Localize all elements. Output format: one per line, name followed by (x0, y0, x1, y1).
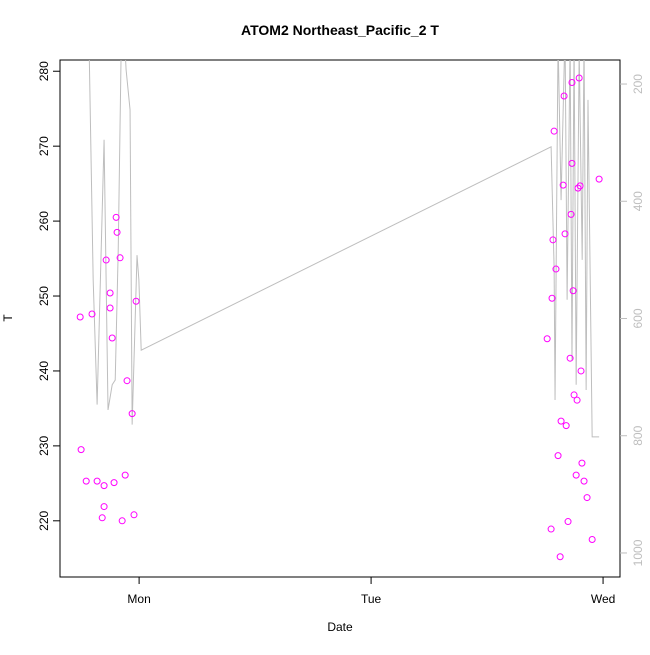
point (574, 184, 582, 192)
point (550, 127, 558, 135)
point (559, 181, 567, 189)
point (121, 471, 129, 479)
y-tick-label: 270 (37, 136, 51, 156)
point (569, 287, 577, 295)
y-tick-label: 250 (37, 286, 51, 306)
point (561, 230, 569, 238)
point (567, 210, 575, 218)
point (93, 477, 101, 485)
line (88, 60, 600, 438)
y2-tick-label: 1000 (631, 539, 645, 566)
y2-tick-label: 800 (631, 425, 645, 445)
point (106, 304, 114, 312)
point (110, 479, 118, 487)
y2-tick-label: 400 (631, 191, 645, 211)
point (576, 182, 584, 190)
point (562, 422, 570, 430)
point (118, 517, 126, 525)
y-tick-label: 280 (37, 61, 51, 81)
point (130, 511, 138, 519)
point (547, 525, 555, 533)
y2-tick-label: 200 (631, 74, 645, 94)
y-tick-label: 260 (37, 211, 51, 231)
point (548, 294, 556, 302)
plot-area (76, 60, 603, 561)
point (566, 354, 574, 362)
point (82, 477, 90, 485)
point (100, 482, 108, 490)
x-tick-label: Tue (361, 592, 382, 606)
point (557, 417, 565, 425)
point (106, 289, 114, 297)
y-axis-label: T (1, 314, 15, 322)
x-tick-label: Wed (591, 592, 615, 606)
point (108, 334, 116, 342)
point (98, 514, 106, 522)
point (583, 494, 591, 502)
point (570, 391, 578, 399)
point (76, 313, 84, 321)
point (123, 377, 131, 385)
x-tick-label: Mon (127, 592, 150, 606)
y-tick-label: 220 (37, 510, 51, 530)
y-tick-label: 240 (37, 361, 51, 381)
point (102, 256, 110, 264)
point (573, 396, 581, 404)
point (564, 518, 572, 526)
point (100, 503, 108, 511)
point (543, 335, 551, 343)
point (595, 175, 603, 183)
point (568, 78, 576, 86)
point (556, 553, 564, 561)
point (575, 74, 583, 82)
chart-title: ATOM2 Northeast_Pacific_2 T (241, 22, 439, 38)
y2-tick-label: 600 (631, 308, 645, 328)
point (112, 213, 120, 221)
x-axis-label: Date (327, 620, 353, 634)
point (116, 254, 124, 262)
point (572, 471, 580, 479)
point (552, 265, 560, 273)
point (549, 236, 557, 244)
point (77, 446, 85, 454)
point (132, 297, 140, 305)
point (577, 367, 585, 375)
point (568, 159, 576, 167)
point (588, 536, 596, 544)
point (554, 452, 562, 460)
point (580, 477, 588, 485)
point (128, 410, 136, 418)
y-tick-label: 230 (37, 436, 51, 456)
point (113, 228, 121, 236)
point (560, 92, 568, 100)
point (88, 310, 96, 318)
point (578, 459, 586, 467)
